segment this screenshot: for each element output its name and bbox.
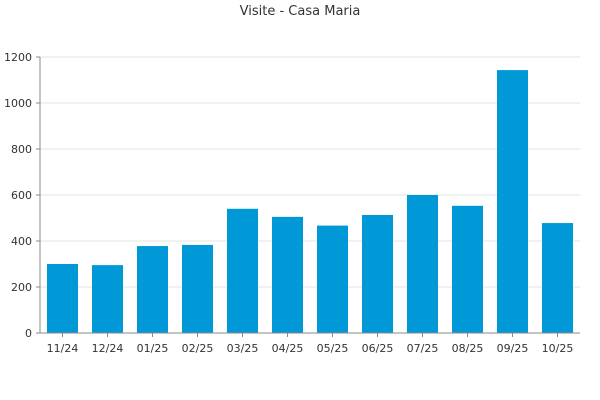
bar — [497, 70, 528, 334]
gridlines — [40, 56, 580, 288]
x-tick-label: 12/24 — [92, 342, 124, 355]
x-tick-label: 04/25 — [272, 342, 304, 355]
bar — [407, 195, 438, 333]
x-tick-label: 03/25 — [227, 342, 259, 355]
x-tick-label: 11/24 — [47, 342, 79, 355]
axes — [36, 56, 580, 337]
chart-title: Visite - Casa Maria — [240, 4, 361, 19]
bar — [47, 264, 78, 333]
bar — [137, 246, 168, 333]
x-tick-label: 08/25 — [452, 342, 484, 355]
bar — [452, 205, 483, 333]
bar — [272, 216, 303, 333]
y-tick-label: 800 — [11, 143, 32, 156]
bars — [47, 70, 573, 334]
y-tick-label: 600 — [11, 189, 32, 202]
x-tick-label: 07/25 — [407, 342, 439, 355]
y-tick-label: 400 — [11, 235, 32, 248]
bar — [317, 225, 348, 333]
bar — [542, 223, 573, 333]
bar — [182, 244, 213, 333]
x-tick-label: 05/25 — [317, 342, 349, 355]
x-tick-labels: 11/24 12/24 01/25 02/25 03/25 04/25 05/25 06/25… — [47, 342, 574, 355]
y-tick-label: 1200 — [4, 51, 32, 64]
y-tick-label: 0 — [25, 327, 32, 340]
x-tick-label: 02/25 — [182, 342, 214, 355]
bar — [227, 208, 258, 333]
y-tick-labels: 0 200 400 600 800 1000 1200 — [4, 51, 32, 340]
bar — [362, 215, 393, 333]
bar — [92, 265, 123, 333]
y-tick-label: 1000 — [4, 97, 32, 110]
x-tick-label: 01/25 — [137, 342, 169, 355]
y-tick-label: 200 — [11, 281, 32, 294]
x-tick-label: 09/25 — [497, 342, 529, 355]
x-tick-label: 10/25 — [542, 342, 574, 355]
x-tick-label: 06/25 — [362, 342, 394, 355]
